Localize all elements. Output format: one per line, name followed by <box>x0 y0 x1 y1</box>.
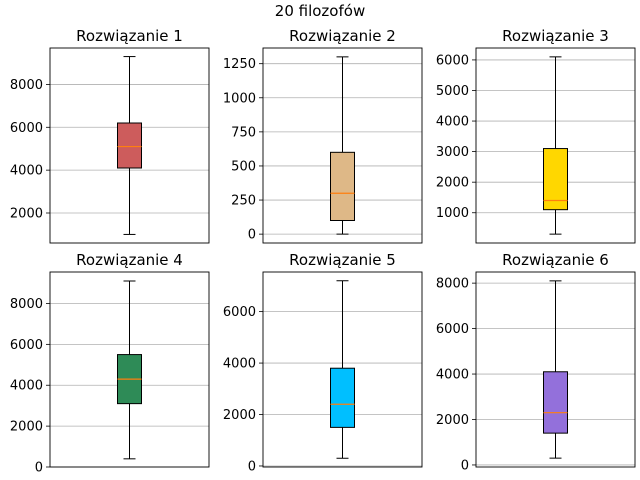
y-tick-label: 4000 <box>10 164 43 179</box>
subplot-4: Rozwiązanie 4 0 2000 4000 6000 8000 <box>10 251 210 476</box>
suptitle: 20 filozofów <box>275 2 365 20</box>
subplot-title: Rozwiązanie 2 <box>289 27 396 45</box>
subplot-title: Rozwiązanie 4 <box>76 251 183 269</box>
y-tick-label: 2000 <box>10 207 43 222</box>
subplot-title: Rozwiązanie 5 <box>289 251 396 269</box>
y-tick-label: 2000 <box>436 413 469 428</box>
subplot-title: Rozwiązanie 1 <box>76 27 183 45</box>
box-iqr <box>117 122 142 169</box>
y-tick-label: 3000 <box>436 145 469 160</box>
y-tick-label: 2000 <box>436 176 469 191</box>
subplot-5: Rozwiązanie 5 0 2000 4000 6000 <box>223 251 423 474</box>
y-tick-label: 2000 <box>10 420 43 435</box>
y-tick-label: 250 <box>231 194 256 209</box>
y-tick-label: 1000 <box>223 91 256 106</box>
subplot-1: Rozwiązanie 1 2000 4000 6000 8000 <box>10 27 210 244</box>
y-tick-label: 8000 <box>10 78 43 93</box>
box-iqr <box>330 367 355 428</box>
subplot-title: Rozwiązanie 6 <box>502 251 609 269</box>
y-tick-label: 4000 <box>223 357 256 372</box>
subplots: Rozwiązanie 12000400060008000Rozwiązanie… <box>10 27 636 476</box>
subplot-title: Rozwiązanie 3 <box>502 27 609 45</box>
axes-frame <box>49 47 210 244</box>
axes-frame <box>262 271 423 468</box>
y-tick-label: 4000 <box>436 368 469 383</box>
y-tick-label: 2000 <box>223 408 256 423</box>
y-tick-label: 0 <box>35 461 43 476</box>
y-tick-label: 8000 <box>10 297 43 312</box>
y-tick-label: 5000 <box>436 84 469 99</box>
subplot-2: Rozwiązanie 2 0 250 500 750 1000 1250 <box>223 27 423 244</box>
y-tick-label: 6000 <box>10 338 43 353</box>
y-tick-label: 6000 <box>436 53 469 68</box>
box-iqr <box>330 151 355 221</box>
y-tick-label: 500 <box>231 159 256 174</box>
subplot-6: Rozwiązanie 6 0 2000 4000 6000 8000 <box>436 251 636 473</box>
y-tick-label: 1000 <box>436 206 469 221</box>
axes-frame <box>475 271 636 468</box>
box-iqr <box>543 371 568 434</box>
y-tick-label: 0 <box>248 228 256 243</box>
y-tick-label: 6000 <box>223 305 256 320</box>
box-iqr <box>543 148 568 211</box>
y-tick-label: 750 <box>231 125 256 140</box>
axes-frame <box>49 271 210 468</box>
axes-frame <box>262 47 423 244</box>
y-tick-label: 4000 <box>10 379 43 394</box>
y-tick-label: 8000 <box>436 277 469 292</box>
y-tick-label: 1250 <box>223 57 256 72</box>
axes-frame <box>475 47 636 244</box>
y-tick-label: 6000 <box>436 322 469 337</box>
y-tick-label: 4000 <box>436 115 469 130</box>
y-tick-label: 6000 <box>10 121 43 136</box>
y-tick-label: 0 <box>248 459 256 474</box>
y-tick-label: 0 <box>461 458 469 473</box>
subplot-3: Rozwiązanie 3 1000 2000 3000 4000 5000 6000 <box>436 27 636 244</box>
